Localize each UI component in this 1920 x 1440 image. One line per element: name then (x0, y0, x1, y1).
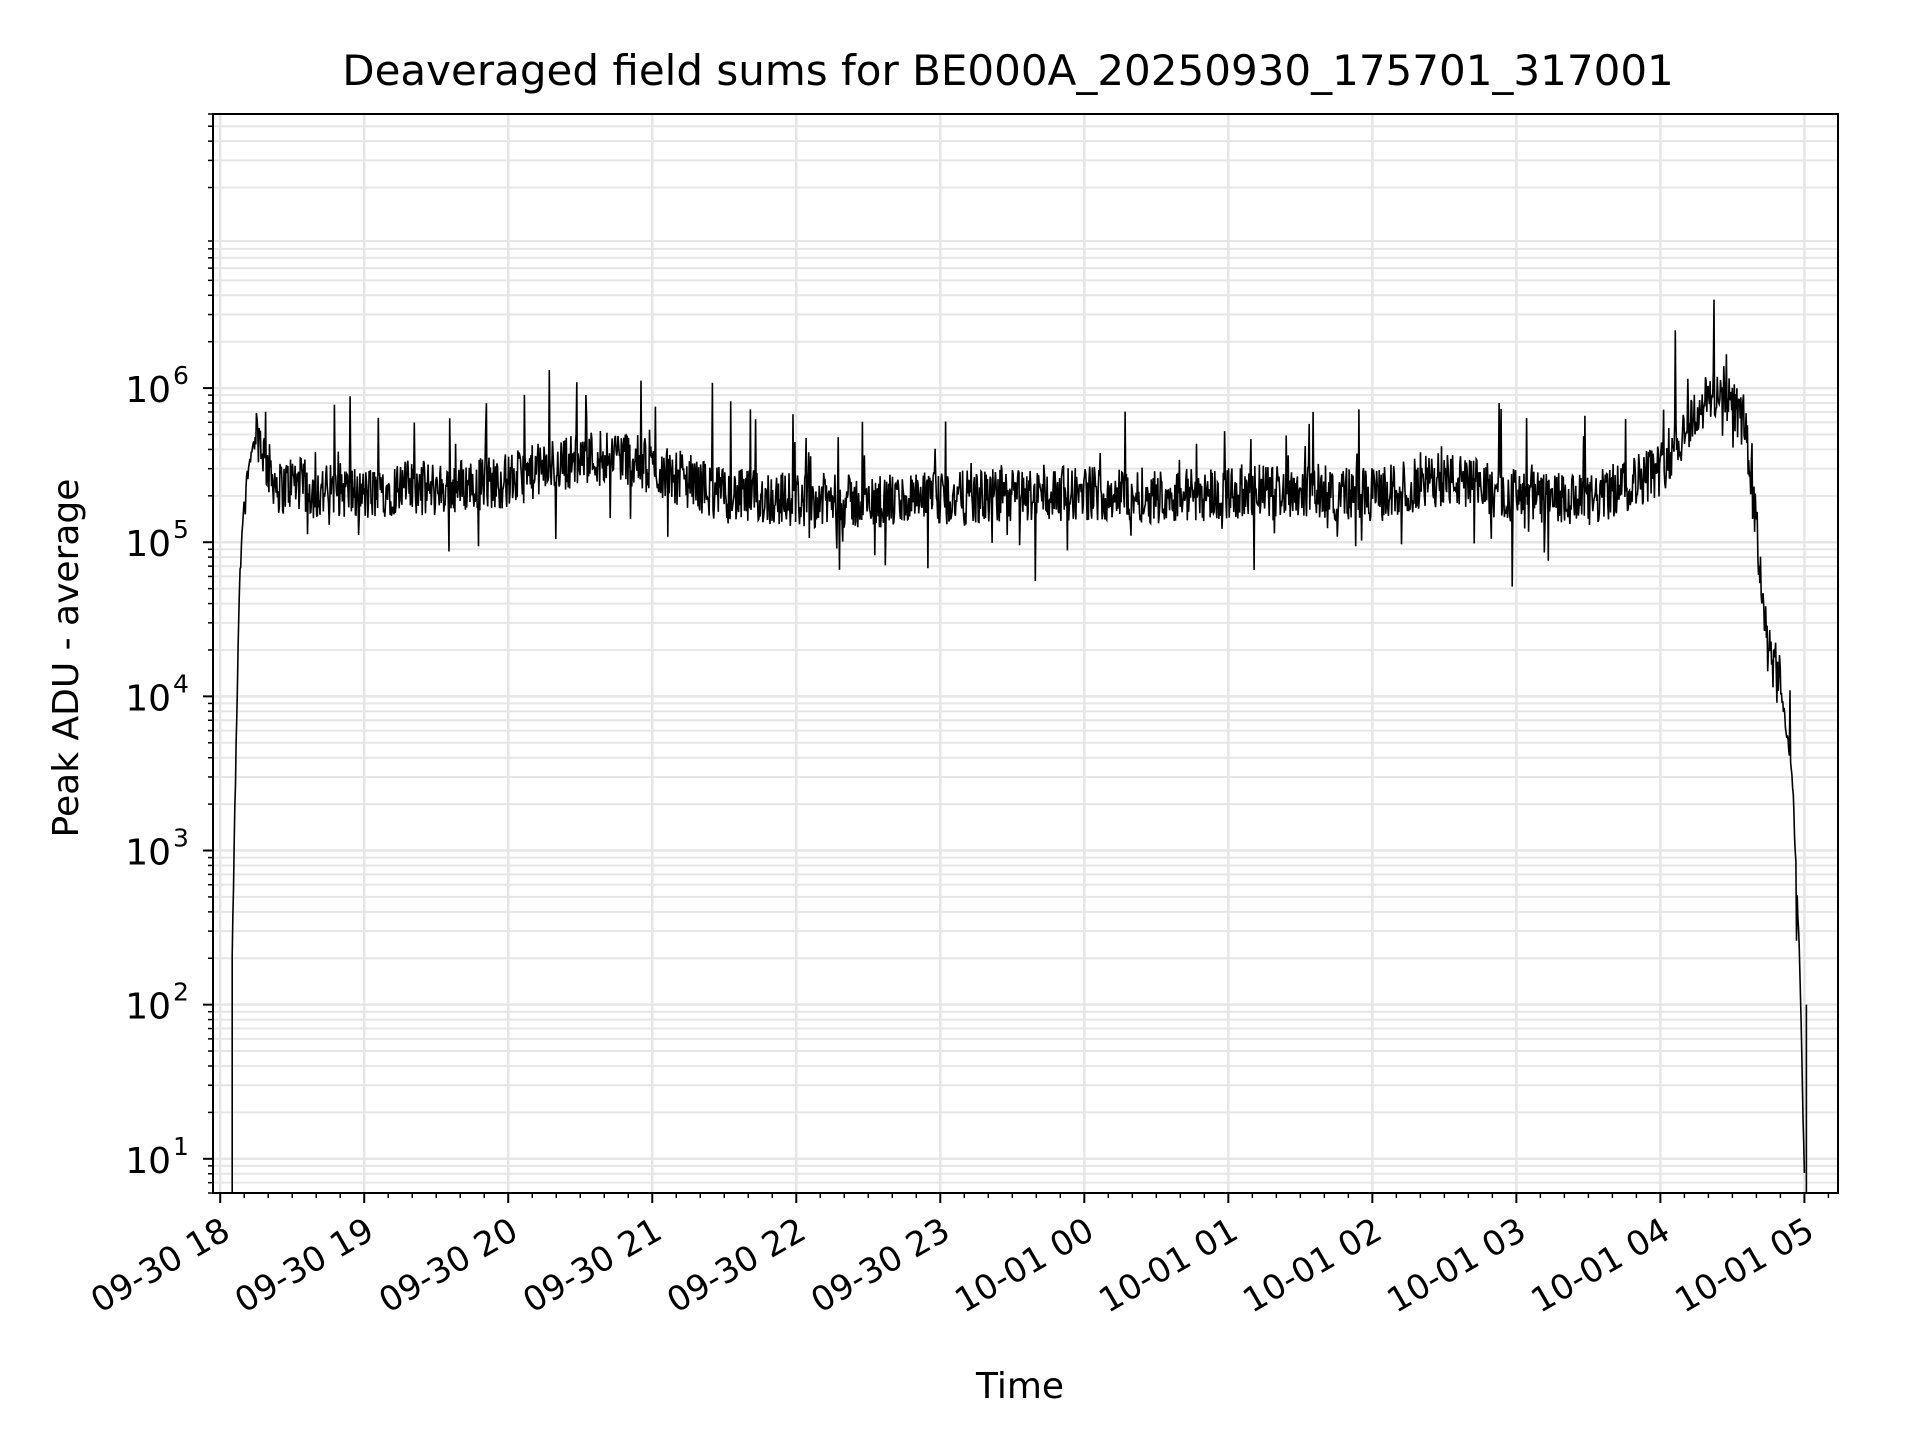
y-tick-label: 10 (125, 678, 171, 719)
grid (213, 113, 1838, 1194)
y-tick-exponent: 1 (173, 1132, 189, 1161)
x-axis-label: Time (975, 1366, 1064, 1407)
chart-title: Deaveraged field sums for BE000A_2025093… (342, 46, 1674, 95)
y-tick-exponent: 3 (173, 824, 189, 853)
y-axis-label: Peak ADU - average (46, 479, 87, 838)
series-layer (231, 299, 1808, 1193)
y-tick-exponent: 5 (173, 515, 189, 544)
y-tick-label: 10 (125, 987, 171, 1028)
series-line (231, 299, 1806, 1193)
y-tick-label: 10 (125, 1141, 171, 1182)
y-tick-exponent: 2 (173, 978, 189, 1007)
y-tick-label: 10 (125, 833, 171, 874)
y-tick-label: 10 (125, 370, 171, 411)
plot-frame (212, 113, 1839, 1194)
y-tick-exponent: 4 (173, 669, 189, 698)
y-tick-exponent: 6 (173, 361, 189, 390)
y-tick-label: 10 (125, 524, 171, 565)
